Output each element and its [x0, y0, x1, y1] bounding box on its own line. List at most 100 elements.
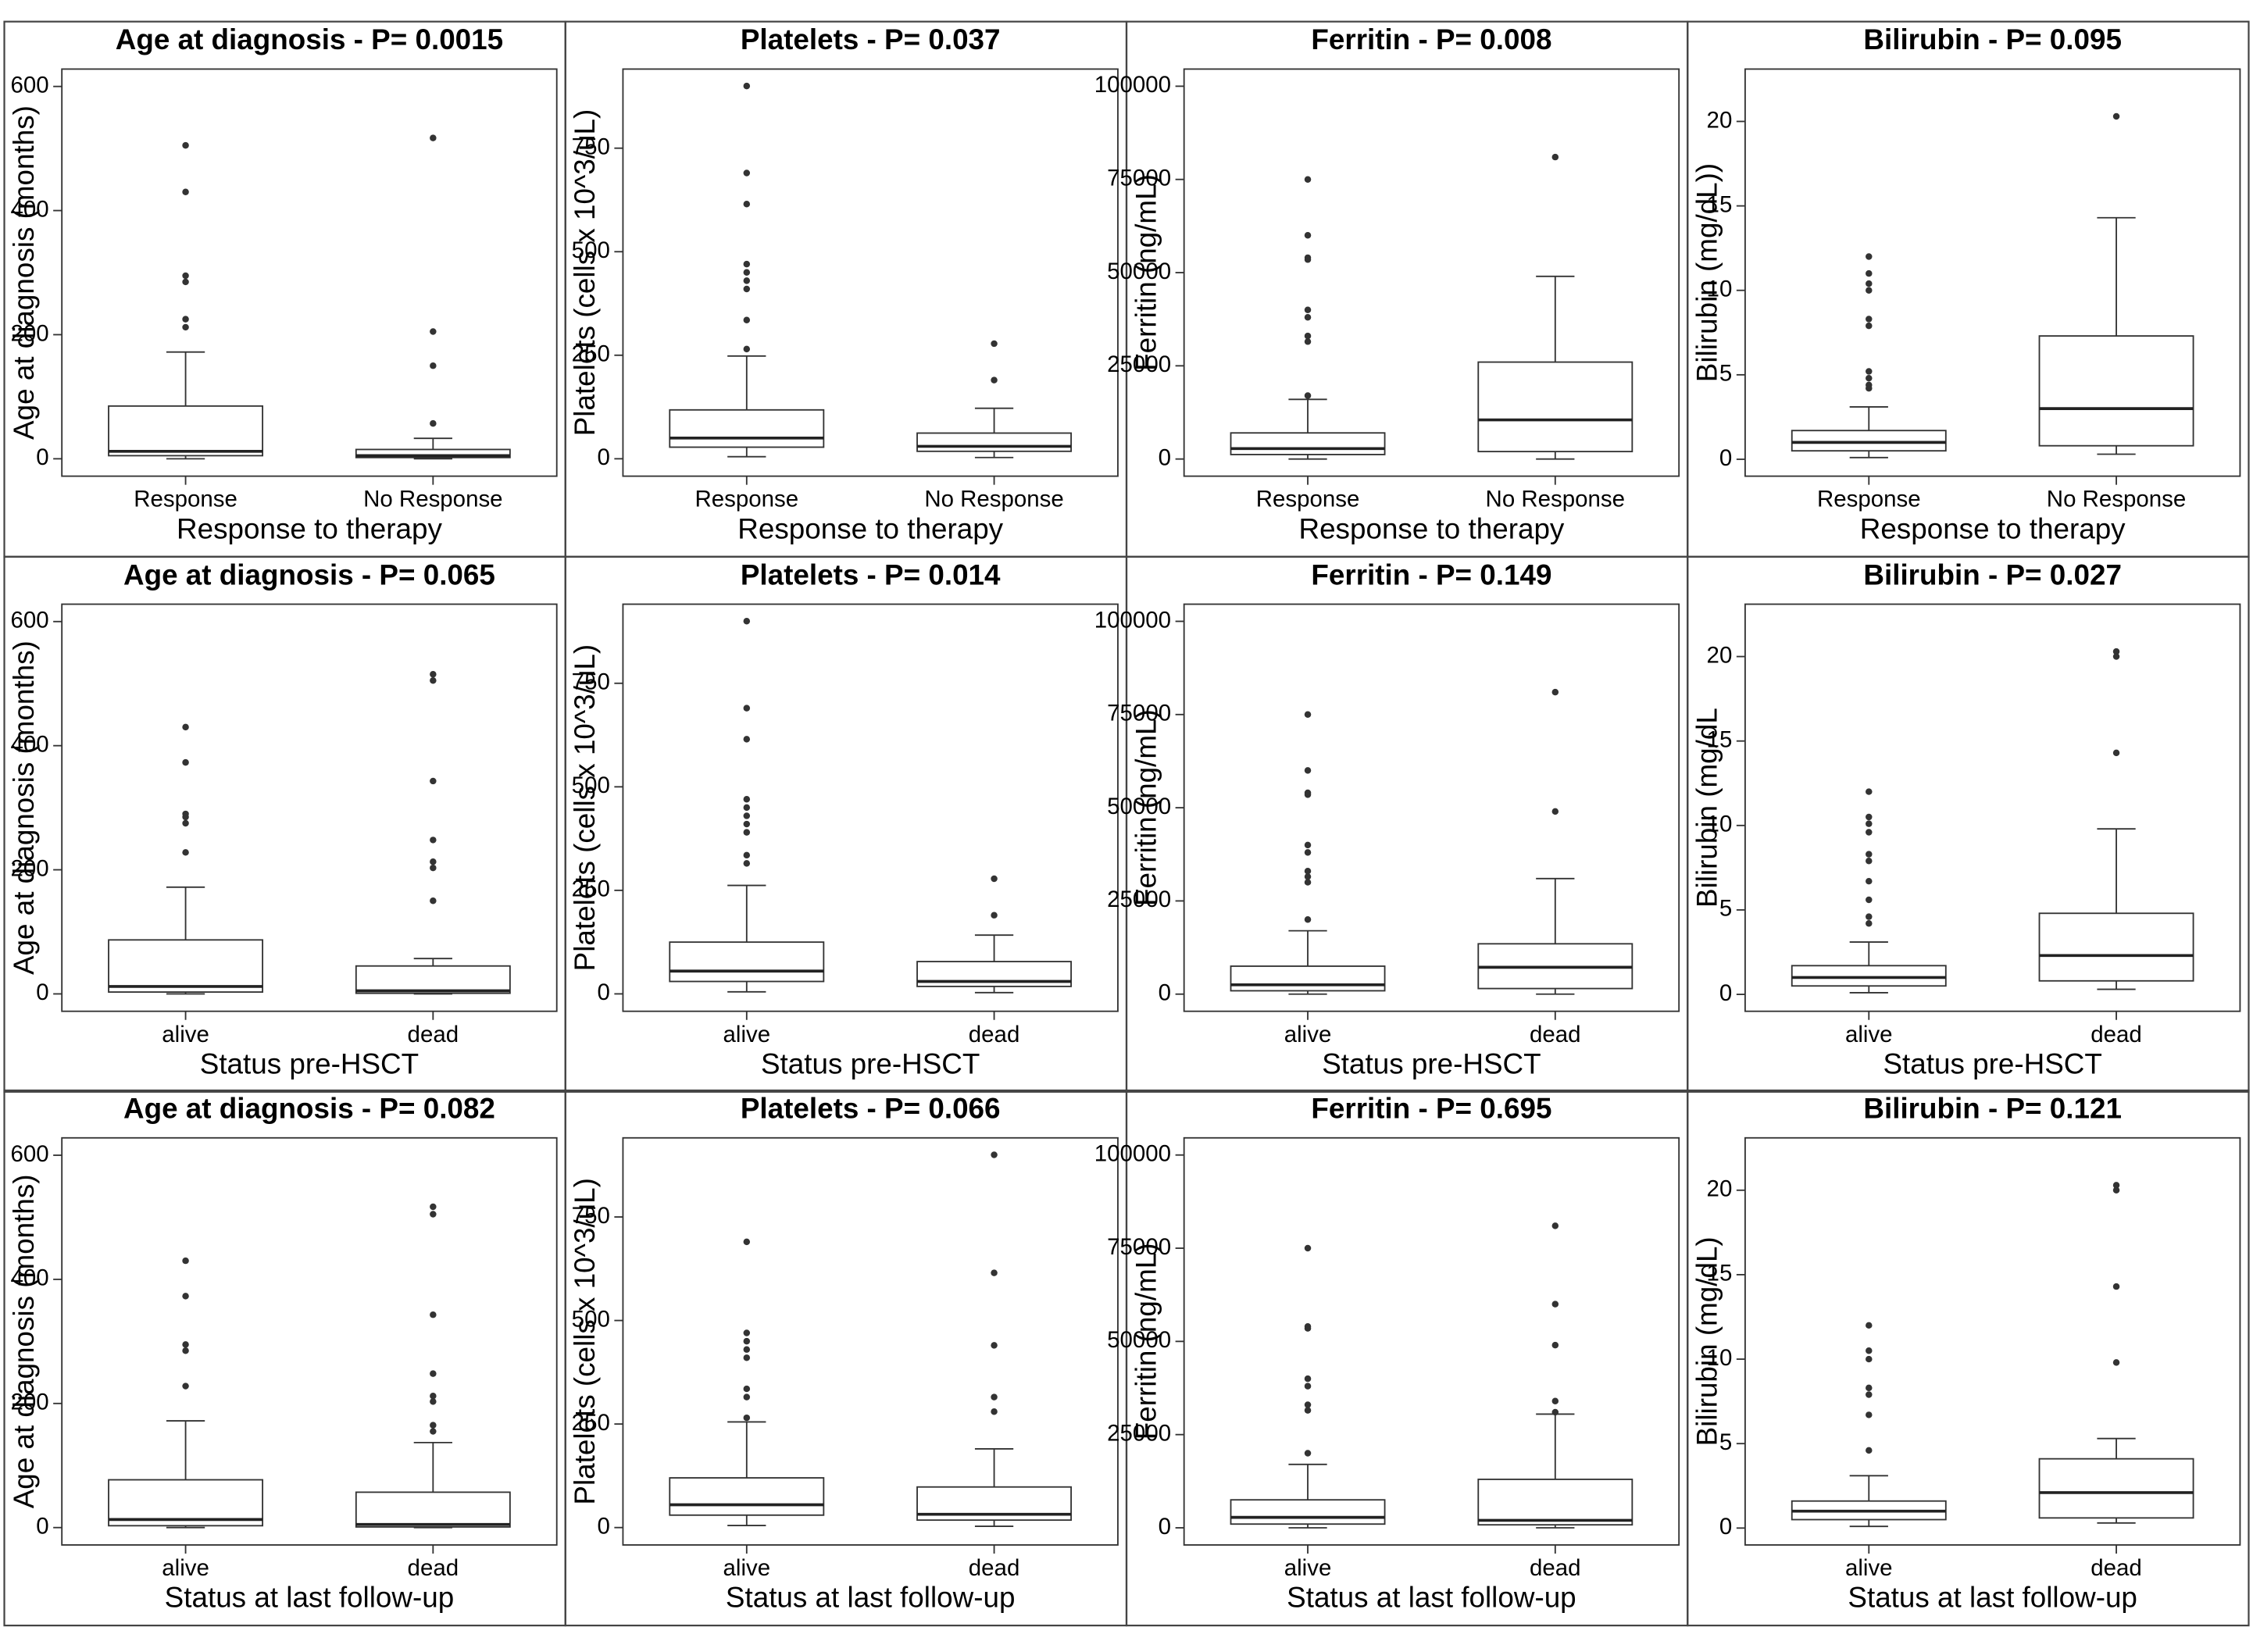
outlier [743, 285, 751, 293]
plot-frame [61, 603, 558, 1012]
outlier [1866, 322, 1873, 330]
outlier [743, 277, 751, 284]
y-tick-label: 750 [572, 1203, 610, 1229]
chart-title: Ferritin - P= 0.695 [1311, 1093, 1551, 1125]
outlier [991, 340, 998, 348]
box [916, 432, 1073, 452]
box [1791, 430, 1947, 452]
outlier [1866, 287, 1873, 294]
outlier [743, 812, 751, 819]
outlier [182, 849, 189, 856]
outlier [430, 837, 437, 844]
outlier [430, 328, 437, 335]
outlier [1304, 767, 1312, 774]
outlier [430, 671, 437, 678]
y-tick-label: 75000 [1107, 701, 1171, 726]
y-tick-label: 10 [1707, 277, 1733, 302]
y-tick-label: 15 [1707, 191, 1733, 217]
outlier [1866, 913, 1873, 920]
outlier [1866, 829, 1873, 836]
outlier [1866, 368, 1873, 375]
y-tick-label: 10 [1707, 1345, 1733, 1371]
outlier [991, 1269, 998, 1276]
outlier [182, 188, 189, 195]
outlier [743, 201, 751, 208]
y-axis-label: Ferritin (ng/mL) [1130, 709, 1162, 906]
outlier [1304, 1325, 1312, 1332]
outlier [1866, 1322, 1873, 1329]
outlier [430, 419, 437, 427]
x-tick-label: alive [162, 1555, 209, 1581]
outlier [743, 1354, 751, 1361]
x-axis-label: Status pre-HSCT [761, 1047, 980, 1079]
outlier [743, 820, 751, 828]
outlier [1304, 332, 1312, 340]
chart-title: Ferritin - P= 0.008 [1311, 23, 1551, 55]
chart-title: Platelets - P= 0.066 [741, 1093, 1001, 1125]
x-axis-label: Status pre-HSCT [200, 1047, 419, 1079]
outlier [743, 1414, 751, 1422]
box [108, 939, 264, 993]
outlier [743, 1329, 751, 1336]
x-axis-label: Status at last follow-up [1287, 1582, 1576, 1614]
y-tick-label: 0 [1159, 980, 1171, 1006]
outlier [430, 1311, 437, 1318]
outlier [182, 813, 189, 821]
x-axis-label: Response to therapy [1860, 512, 2126, 544]
y-tick-label: 0 [36, 1513, 48, 1539]
box [1230, 1499, 1386, 1525]
y-tick-label: 750 [572, 134, 610, 159]
x-tick-label: Response [694, 487, 798, 512]
y-tick-label: 0 [1719, 445, 1732, 471]
outlier [743, 618, 751, 625]
y-axis-label: Bilirubin (mg/dL)) [1691, 163, 1723, 382]
y-tick-label: 100000 [1094, 1141, 1171, 1167]
outlier [743, 851, 751, 859]
y-tick-label: 5 [1719, 896, 1732, 922]
y-tick-label: 5 [1719, 361, 1732, 387]
y-tick-label: 500 [572, 1306, 610, 1332]
x-tick-label: Response [1256, 487, 1360, 512]
outlier [2112, 648, 2120, 655]
x-tick-label: dead [1530, 1022, 1581, 1047]
x-tick-label: alive [723, 1022, 771, 1047]
y-tick-label: 0 [36, 444, 48, 470]
y-tick-label: 0 [36, 979, 48, 1005]
outlier [182, 272, 189, 280]
plot-frame [622, 1136, 1119, 1546]
chart-title: Bilirubin - P= 0.095 [1863, 23, 2122, 55]
outlier [1551, 1341, 1559, 1349]
outlier [991, 912, 998, 919]
x-axis-label: Status pre-HSCT [1322, 1047, 1541, 1079]
x-axis-label: Status at last follow-up [1848, 1582, 2137, 1614]
y-tick-label: 5 [1719, 1429, 1732, 1455]
outlier [182, 1257, 189, 1265]
outlier [743, 1346, 751, 1353]
outlier [1304, 1401, 1312, 1408]
box [1791, 965, 1947, 987]
outlier [991, 376, 998, 384]
outlier [743, 860, 751, 867]
outlier [182, 723, 189, 731]
y-tick-label: 10 [1707, 812, 1733, 837]
y-tick-label: 0 [1159, 1514, 1171, 1540]
outlier [1304, 306, 1312, 313]
outlier [430, 864, 437, 872]
x-tick-label: alive [1284, 1022, 1332, 1047]
y-tick-label: 600 [10, 1141, 48, 1167]
box [2038, 912, 2194, 982]
chart-title: Age at diagnosis - P= 0.065 [123, 558, 495, 591]
y-tick-label: 400 [10, 196, 48, 222]
x-axis-label: Response to therapy [177, 512, 442, 544]
panel-border [1687, 1089, 2250, 1627]
outlier [430, 1422, 437, 1429]
outlier [743, 1337, 751, 1345]
x-axis-label: Response to therapy [1298, 512, 1564, 544]
box [669, 409, 825, 448]
outlier [1304, 1383, 1312, 1390]
y-tick-label: 20 [1707, 107, 1733, 133]
y-tick-label: 100000 [1094, 72, 1171, 98]
outlier [743, 796, 751, 803]
outlier [182, 323, 189, 331]
y-tick-label: 600 [10, 608, 48, 633]
